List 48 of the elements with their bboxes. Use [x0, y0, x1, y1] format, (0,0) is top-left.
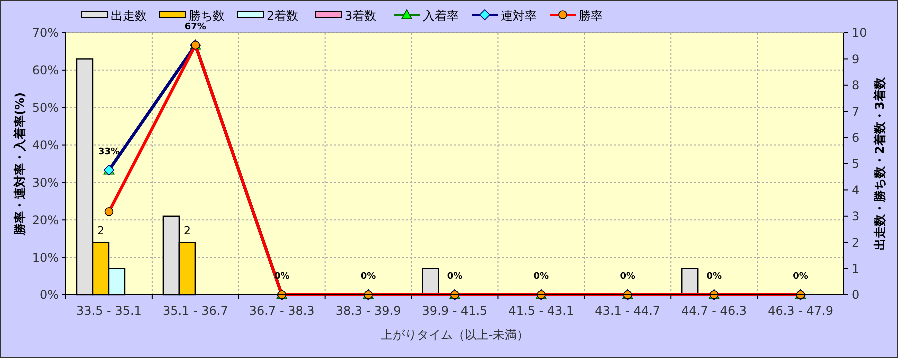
y2-tick-label: 10 [852, 26, 868, 40]
data-label: 0% [793, 272, 808, 282]
legend-label: 連対率 [501, 9, 537, 23]
legend-label: 2着数 [267, 9, 299, 23]
legend-label: 出走数 [111, 9, 147, 23]
legend-label: 勝率 [579, 9, 603, 23]
data-label: 0% [360, 272, 376, 282]
y2-tick-label: 3 [852, 210, 860, 224]
x-tick-label: 44.7 - 46.3 [682, 304, 748, 318]
x-tick-label: 36.7 - 38.3 [249, 304, 315, 318]
y2-tick-label: 2 [852, 236, 860, 250]
y-tick-label: 50% [32, 101, 59, 116]
y2-axis-title: 出走数・勝ち数・2着数・3着数 [873, 76, 887, 250]
legend-label: 3着数 [345, 9, 377, 23]
data-label: 0% [534, 272, 550, 282]
y-tick-label: 10% [32, 250, 59, 265]
data-label: 0% [620, 272, 636, 282]
y2-tick-label: 0 [852, 288, 860, 302]
y-axis-title: 勝率・連対率・入着率(%) [13, 92, 27, 236]
y2-tick-label: 7 [852, 104, 860, 119]
y-tick-label: 20% [32, 213, 59, 228]
x-tick-label: 41.5 - 43.1 [508, 304, 574, 318]
y-tick-label: 0% [40, 288, 59, 302]
y-tick-label: 60% [32, 64, 59, 78]
y-tick-label: 30% [32, 176, 59, 190]
data-label: 2 [98, 224, 104, 238]
x-tick-label: 35.1 - 36.7 [162, 304, 228, 318]
legend-label: 入着率 [423, 9, 459, 23]
x-tick-label: 43.1 - 44.7 [595, 304, 661, 318]
y2-tick-label: 8 [852, 78, 860, 93]
legend-label: 勝ち数 [189, 9, 225, 23]
data-label: 67% [184, 22, 206, 32]
y2-tick-label: 4 [852, 183, 860, 198]
x-tick-label: 46.3 - 47.9 [768, 304, 834, 318]
x-axis-title: 上がりタイム（以上-未満） [380, 328, 530, 342]
y2-tick-label: 9 [852, 52, 860, 66]
data-label: 33% [98, 147, 120, 158]
y-tick-label: 40% [32, 138, 59, 152]
y2-tick-label: 1 [852, 262, 860, 276]
y-tick-label: 70% [32, 26, 59, 40]
data-label: 0% [706, 272, 722, 282]
x-tick-label: 39.9 - 41.5 [422, 304, 488, 318]
x-tick-label: 38.3 - 39.9 [336, 304, 402, 318]
y2-tick-label: 6 [852, 131, 860, 145]
data-label: 0% [447, 272, 463, 282]
data-label: 2 [184, 224, 191, 238]
y2-tick-label: 5 [852, 157, 860, 172]
x-tick-label: 33.5 - 35.1 [76, 304, 142, 318]
